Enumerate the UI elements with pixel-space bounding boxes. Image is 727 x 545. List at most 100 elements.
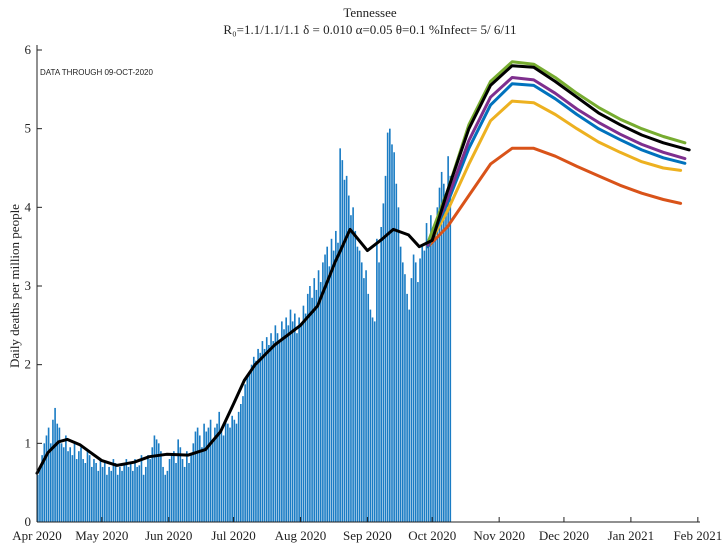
bar <box>211 439 214 522</box>
y-tick-label: 2 <box>25 357 32 372</box>
bar <box>235 423 238 522</box>
bar <box>138 465 141 522</box>
line <box>35 64 691 475</box>
x-tick-label: Nov 2020 <box>473 528 525 543</box>
bar <box>127 466 130 522</box>
bar <box>430 215 432 522</box>
bar <box>335 230 337 522</box>
bar <box>304 313 307 522</box>
bar <box>73 443 76 522</box>
bar <box>427 238 430 523</box>
bar <box>101 466 104 522</box>
bar <box>65 435 67 522</box>
bar <box>356 246 359 522</box>
bar <box>233 419 236 522</box>
x-tick-label: Jan 2021 <box>608 528 655 543</box>
bar <box>399 246 402 522</box>
bar <box>103 463 106 522</box>
bar <box>410 278 413 522</box>
bar <box>237 411 240 522</box>
bar <box>298 317 300 522</box>
bar <box>350 215 352 522</box>
bar <box>112 459 115 522</box>
bar <box>423 250 426 522</box>
bar <box>311 297 313 522</box>
bar <box>339 148 341 523</box>
bar <box>140 455 143 522</box>
bar <box>39 466 41 522</box>
bar <box>337 242 339 522</box>
bar <box>332 250 335 522</box>
bar <box>119 466 121 522</box>
bar <box>313 278 316 522</box>
bar <box>365 270 367 522</box>
bar <box>309 286 311 522</box>
bar <box>86 451 89 522</box>
bar <box>369 309 372 522</box>
bar <box>110 470 113 522</box>
bar <box>229 427 231 522</box>
bar <box>175 463 177 522</box>
bar <box>121 470 123 522</box>
y-tick-label: 1 <box>25 435 32 450</box>
bar <box>419 258 421 522</box>
bar <box>330 238 333 523</box>
bar <box>207 427 210 522</box>
bar <box>209 419 212 522</box>
bar <box>181 459 184 522</box>
bar <box>97 470 100 522</box>
bar <box>218 411 221 522</box>
bar <box>246 376 249 522</box>
bar <box>445 199 447 522</box>
bar <box>95 463 97 522</box>
bar <box>179 447 182 522</box>
bar <box>71 455 74 522</box>
bar <box>196 427 199 522</box>
bar <box>293 313 296 522</box>
bar <box>123 465 126 522</box>
bar <box>90 466 93 522</box>
line <box>426 99 683 249</box>
bar <box>391 144 393 522</box>
bar <box>302 305 305 522</box>
x-tick-label: May 2020 <box>75 528 128 543</box>
bar <box>222 435 225 522</box>
bar <box>263 348 266 522</box>
bar <box>328 266 331 522</box>
x-tick-label: Feb 2021 <box>673 528 722 543</box>
y-tick-label: 3 <box>25 278 32 293</box>
bar <box>287 325 290 522</box>
bar <box>382 203 385 522</box>
bar <box>363 278 365 522</box>
bar <box>41 455 43 522</box>
x-tick-label: Jul 2020 <box>211 528 255 543</box>
bar <box>177 439 179 522</box>
bar <box>80 447 82 522</box>
bar <box>62 447 65 522</box>
bar <box>270 333 272 522</box>
bar <box>443 183 445 522</box>
bar <box>401 262 404 522</box>
bar <box>186 451 188 522</box>
bar <box>248 372 251 522</box>
bar <box>142 474 145 522</box>
bar <box>250 364 253 522</box>
line <box>426 76 687 247</box>
bar <box>371 317 374 522</box>
bar <box>164 474 167 522</box>
bar <box>300 325 303 522</box>
bar <box>324 254 326 523</box>
bar <box>45 435 48 522</box>
line <box>426 60 687 245</box>
bar <box>162 466 164 522</box>
bar <box>224 419 227 522</box>
annotation: DATA THROUGH 09-OCT-2020 <box>40 68 153 77</box>
bar <box>406 293 408 522</box>
bar <box>125 459 128 522</box>
bar <box>326 246 329 522</box>
bar <box>242 396 244 522</box>
bar <box>170 455 173 522</box>
bar <box>425 223 428 523</box>
bar <box>281 321 283 522</box>
